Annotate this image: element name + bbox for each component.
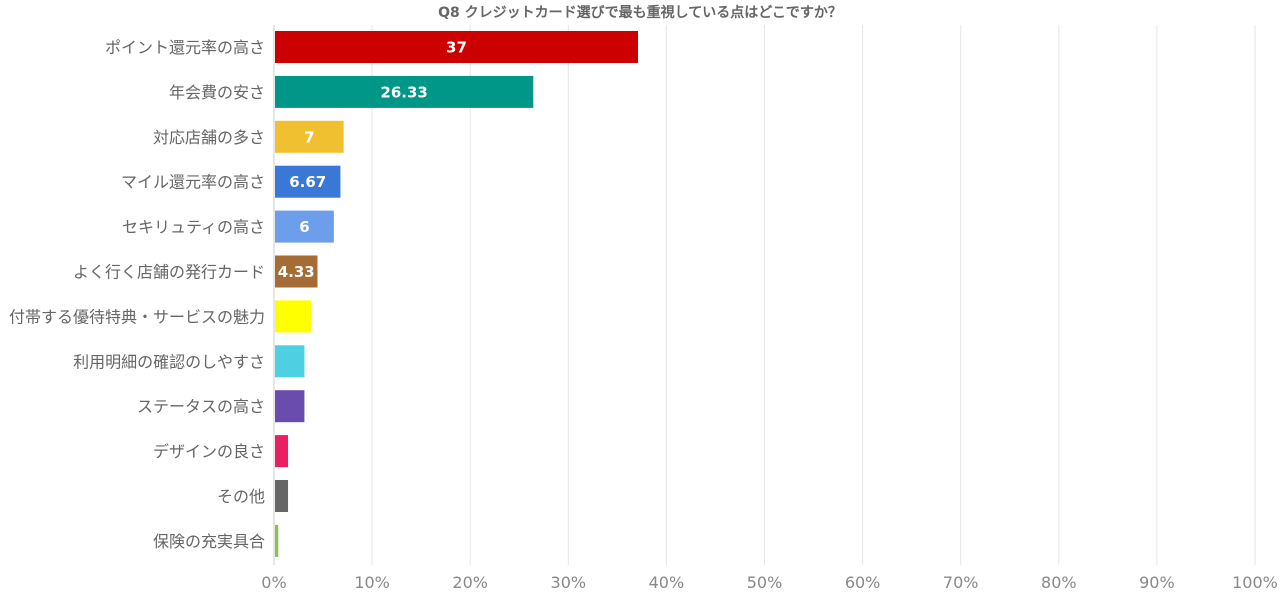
- x-tick-label: 60%: [845, 573, 881, 592]
- category-label: マイル還元率の高さ: [121, 173, 265, 192]
- bar: [275, 210, 334, 243]
- bar: [275, 345, 305, 378]
- data-label: 6.67: [289, 173, 326, 191]
- category-label: 利用明細の確認のしやすさ: [73, 352, 265, 371]
- x-tick-label: 70%: [943, 573, 979, 592]
- category-label: 年会費の安さ: [169, 83, 265, 102]
- x-tick-label: 100%: [1232, 573, 1278, 592]
- category-label: 対応店舗の多さ: [153, 128, 265, 147]
- data-label: 37: [446, 39, 467, 57]
- bar: [275, 75, 534, 108]
- x-tick-label: 20%: [452, 573, 488, 592]
- bar: [275, 31, 638, 63]
- category-label: 保険の充実具合: [153, 532, 265, 551]
- category-label: ステータスの高さ: [137, 397, 265, 416]
- x-tick-label: 90%: [1139, 573, 1175, 592]
- grid-lines: [273, 25, 1256, 565]
- data-label: 26.33: [380, 83, 427, 101]
- category-label: セキリュティの高さ: [122, 218, 265, 237]
- x-tick-label: 0%: [261, 573, 286, 592]
- data-label: 7: [304, 128, 314, 146]
- x-tick-label: 30%: [551, 573, 587, 592]
- category-label: デザインの良さ: [153, 442, 265, 461]
- x-tick-label: 40%: [649, 573, 685, 592]
- category-label: よく行く店舗の発行カード: [73, 263, 265, 282]
- category-label: 付帯する優待特典・サービスの魅力: [9, 307, 265, 326]
- data-label: 6: [299, 218, 309, 236]
- bars: [275, 31, 638, 557]
- bar: [275, 300, 312, 333]
- x-tick-label: 80%: [1041, 573, 1077, 592]
- bar: [275, 165, 341, 198]
- chart-title: Q8 クレジットカード選びで最も重視している点はどこですか？: [438, 4, 842, 21]
- data-label: 4.33: [278, 263, 315, 281]
- x-axis-tick-labels: 0% 10% 20% 30% 40% 50% 60% 70% 80% 90% 100%: [261, 573, 1278, 592]
- bar: [275, 480, 289, 512]
- x-tick-label: 50%: [747, 573, 783, 592]
- x-tick-label: 10%: [354, 573, 390, 592]
- category-labels: ポイント還元率の高さ年会費の安さ対応店舗の多さマイル還元率の高さセキリュティの高…: [9, 38, 265, 551]
- bar: [275, 390, 305, 423]
- bar: [275, 255, 318, 288]
- bar: [275, 435, 289, 468]
- category-label: ポイント還元率の高さ: [105, 38, 265, 57]
- data-labels: 37 26.33 7 6.67 6 4.33: [278, 39, 467, 282]
- bar: [275, 120, 344, 153]
- category-label: その他: [217, 487, 265, 506]
- bar: [275, 524, 279, 557]
